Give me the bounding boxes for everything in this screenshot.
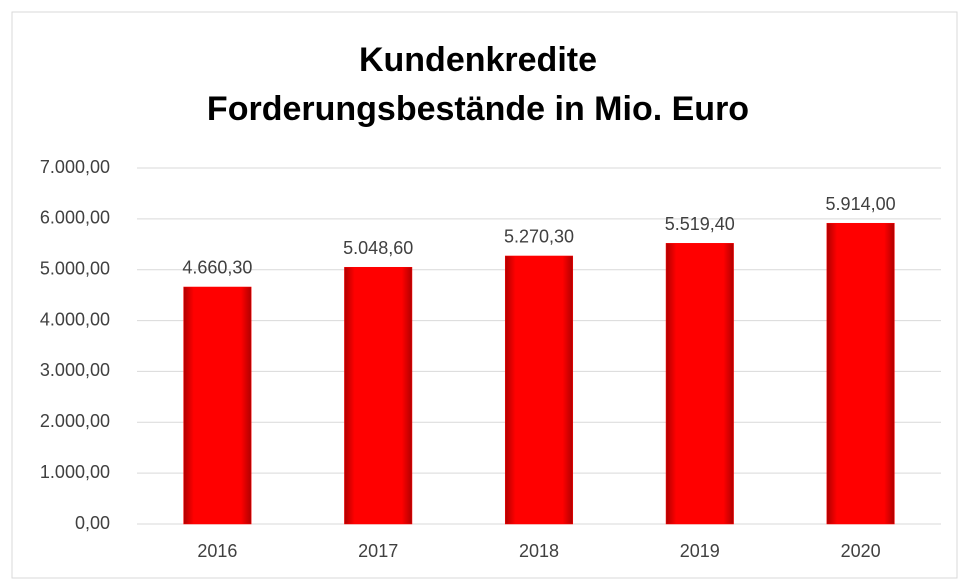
x-tick-label: 2020 [841,541,881,561]
y-tick-label: 7.000,00 [40,157,110,177]
y-tick-label: 4.000,00 [40,309,110,329]
data-label: 4.660,30 [182,258,252,278]
data-label: 5.519,40 [665,214,735,234]
y-tick-label: 1.000,00 [40,462,110,482]
y-tick-label: 2.000,00 [40,411,110,431]
data-label: 5.914,00 [826,194,896,214]
x-tick-label: 2019 [680,541,720,561]
data-label: 5.048,60 [343,238,413,258]
x-tick-label: 2017 [358,541,398,561]
chart-frame [11,11,958,579]
data-label: 5.270,30 [504,227,574,247]
x-tick-label: 2018 [519,541,559,561]
bar [826,222,895,525]
y-tick-label: 5.000,00 [40,258,110,278]
x-tick-label: 2016 [197,541,237,561]
bar [504,255,574,525]
chart-title: Kundenkredite [359,41,597,79]
bar [183,286,252,525]
bar [665,243,734,525]
y-tick-label: 0,00 [75,513,110,533]
y-tick-label: 6.000,00 [40,208,110,228]
chart-title: Forderungsbestände in Mio. Euro [207,90,749,128]
y-tick-label: 3.000,00 [40,360,110,380]
bar [344,266,413,525]
